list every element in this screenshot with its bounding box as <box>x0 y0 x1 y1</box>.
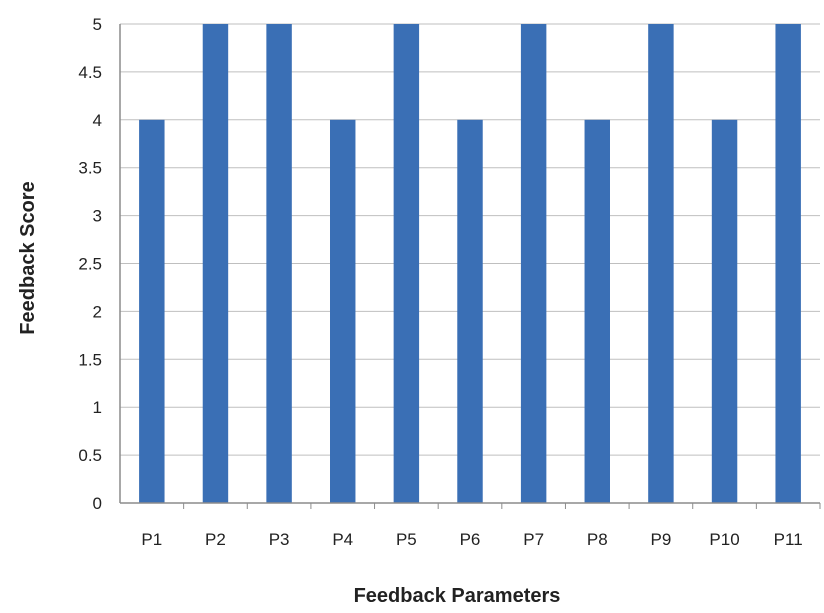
y-tick-label: 0 <box>93 494 102 513</box>
bar-p3 <box>266 24 292 503</box>
y-tick-label: 1 <box>93 398 102 417</box>
y-tick-label: 1.5 <box>78 350 102 369</box>
y-tick-label: 3 <box>93 207 102 226</box>
bar-p8 <box>584 119 610 504</box>
y-tick-label: 3.5 <box>78 159 102 178</box>
bar-p11 <box>775 24 801 503</box>
bar-p6 <box>457 119 483 504</box>
bar-p2 <box>202 24 229 503</box>
y-tick-label: 4 <box>93 111 102 130</box>
x-tick-label: P10 <box>709 530 739 549</box>
x-tick-labels: P1 P2 P3 P4 P5 P6 P7 P8 P9 P10 P11 <box>141 530 802 549</box>
bar-p5 <box>393 24 420 503</box>
y-tick-label: 2 <box>93 302 102 321</box>
bar-p7 <box>520 24 547 503</box>
bars <box>139 24 801 504</box>
y-tick-label: 5 <box>93 15 102 34</box>
x-tick-label: P8 <box>587 530 608 549</box>
axes <box>119 24 821 509</box>
bar-p1 <box>139 119 165 504</box>
x-tick-label: P3 <box>269 530 290 549</box>
y-tick-label: 2.5 <box>78 255 102 274</box>
x-tick-label: P11 <box>774 530 803 549</box>
x-tick-label: P1 <box>141 530 162 549</box>
x-tick-label: P4 <box>332 530 353 549</box>
bar-p10 <box>711 119 738 504</box>
y-tick-label: 4.5 <box>78 63 102 82</box>
bar-p4 <box>330 119 356 504</box>
x-tick-label: P9 <box>651 530 672 549</box>
y-tick-labels: 0 0.5 1 1.5 2 2.5 3 3.5 4 4.5 5 <box>78 15 102 513</box>
x-tick-label: P2 <box>205 530 226 549</box>
x-tick-label: P6 <box>460 530 481 549</box>
y-axis-title: Feedback Score <box>17 181 39 334</box>
bar-p9 <box>648 24 674 503</box>
x-tick-label: P7 <box>523 530 544 549</box>
x-axis-title: Feedback Parameters <box>354 585 561 607</box>
x-tick-label: P5 <box>396 530 417 549</box>
y-tick-label: 0.5 <box>78 446 102 465</box>
